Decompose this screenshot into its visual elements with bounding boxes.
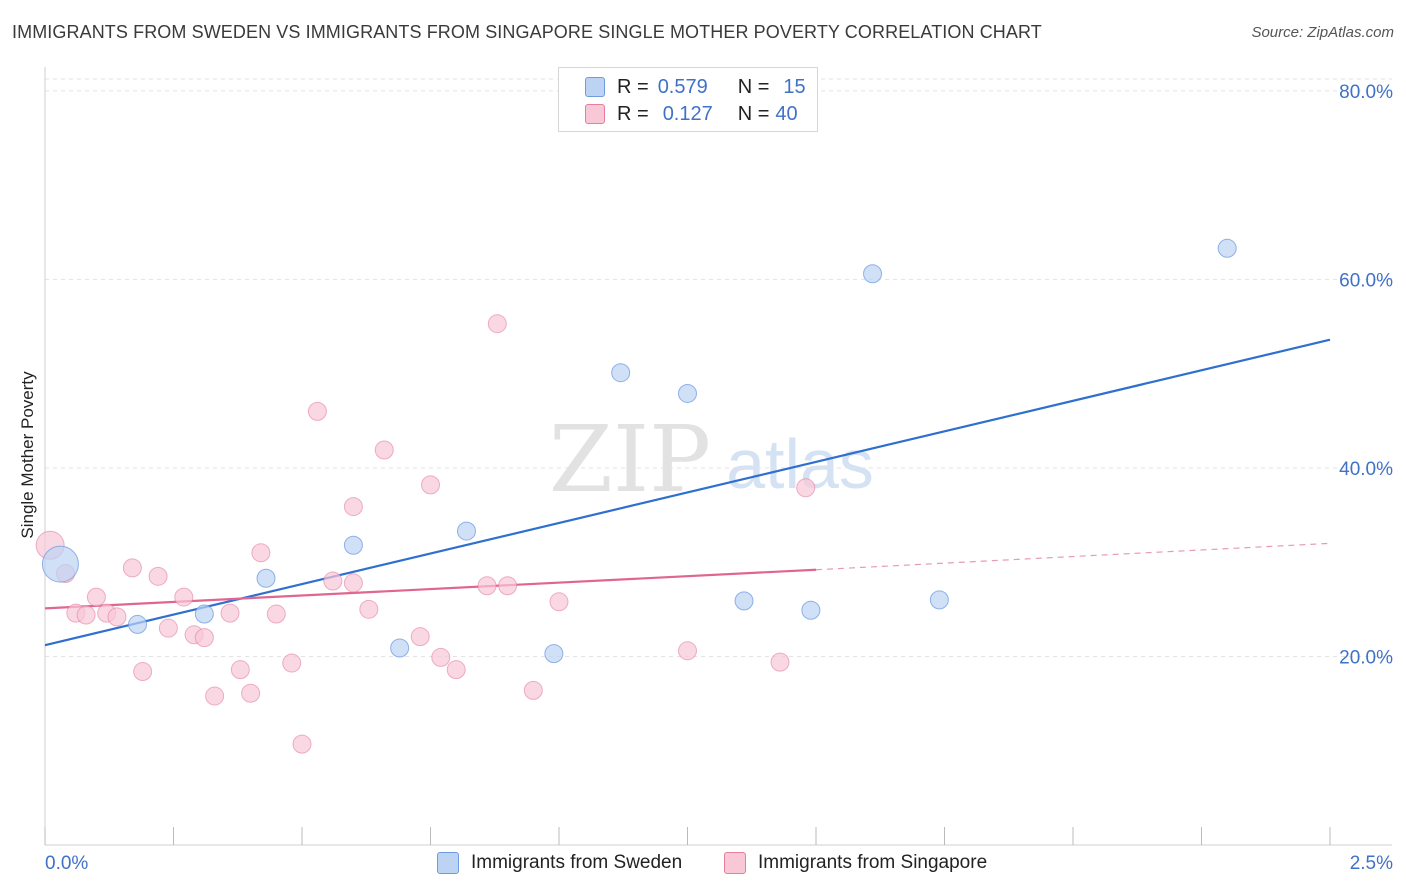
data-point-singapore: [477, 576, 497, 596]
data-point-singapore: [374, 440, 394, 460]
data-point-singapore: [523, 680, 543, 700]
legend-n-label: N =: [737, 102, 770, 125]
y-axis-label: Single Mother Poverty: [18, 371, 37, 539]
trend-lines: [44, 338, 1331, 647]
data-point-singapore: [549, 592, 569, 612]
legend-swatch-sweden: [585, 77, 605, 97]
trend-line-singapore: [44, 568, 817, 610]
source-label: Source: ZipAtlas.com: [1251, 24, 1394, 41]
data-point-sweden: [128, 614, 148, 634]
data-point-singapore: [158, 618, 178, 638]
y-tick-labels: 20.0% 40.0% 60.0% 80.0%: [1339, 82, 1393, 669]
grid-lines: [45, 78, 1392, 657]
data-point-singapore: [446, 660, 466, 680]
bottom-legend-singapore: Immigrants from Singapore: [724, 852, 987, 874]
trend-line-sweden: [44, 338, 1331, 647]
data-point-sweden: [611, 363, 631, 383]
legend-row-singapore: R = 0.127 N = 40: [585, 102, 798, 126]
data-point-sweden: [863, 264, 883, 284]
data-point-singapore: [307, 401, 327, 421]
data-point-sweden: [256, 568, 276, 588]
legend-n-value-singapore: 40: [775, 102, 798, 125]
bottom-legend-label-sweden: Immigrants from Sweden: [471, 852, 683, 873]
data-point-singapore: [431, 647, 451, 667]
data-point-singapore: [343, 573, 363, 593]
data-point-singapore: [76, 605, 96, 625]
data-point-sweden: [678, 383, 697, 403]
data-point-singapore: [498, 576, 518, 596]
x-tick-labels: 0.0% 2.5%: [45, 853, 1393, 874]
data-point-singapore: [359, 599, 379, 619]
data-point-sweden: [801, 600, 821, 620]
data-point-singapore: [148, 566, 168, 586]
x-tick-label: 0.0%: [45, 853, 88, 874]
watermark-zip: ZIP: [549, 406, 711, 513]
y-tick-label: 40.0%: [1339, 459, 1393, 480]
data-point-sweden: [544, 644, 564, 664]
legend-r-value-singapore: 0.127: [662, 102, 713, 125]
data-point-singapore: [770, 652, 790, 672]
data-point-singapore: [251, 543, 271, 563]
data-point-singapore: [241, 683, 261, 703]
data-point-singapore: [487, 314, 507, 334]
legend-r-value-sweden: 0.579: [657, 75, 708, 98]
y-tick-label: 60.0%: [1339, 270, 1393, 291]
bottom-legend-swatch-sweden: [437, 852, 459, 874]
data-point-singapore: [796, 478, 816, 498]
data-point-singapore: [292, 734, 312, 754]
y-tick-label: 80.0%: [1339, 82, 1393, 103]
correlation-legend: R = 0.579 N = 15 R = 0.127 N = 40: [558, 67, 818, 132]
data-point-singapore: [220, 603, 240, 623]
data-point-singapore: [421, 475, 440, 495]
data-point-singapore: [343, 497, 363, 517]
chart-title: IMMIGRANTS FROM SWEDEN VS IMMIGRANTS FRO…: [12, 22, 1042, 42]
x-tick-label: 2.5%: [1350, 853, 1393, 874]
bottom-legend-sweden: Immigrants from Sweden: [437, 852, 682, 874]
data-point-singapore: [266, 604, 286, 624]
y-tick-label: 20.0%: [1339, 647, 1393, 668]
axes: [44, 67, 1392, 846]
data-point-singapore: [194, 628, 214, 648]
data-point-singapore: [323, 571, 343, 591]
data-point-sweden: [194, 604, 214, 624]
data-point-sweden: [343, 535, 363, 555]
data-points: [35, 238, 1237, 754]
data-point-singapore: [678, 641, 697, 661]
bottom-legend-label-singapore: Immigrants from Singapore: [758, 852, 988, 873]
data-point-singapore: [205, 686, 225, 706]
data-point-singapore: [174, 587, 194, 607]
legend-r-label: R =: [617, 75, 649, 98]
trend-line-singapore-extension: [815, 542, 1331, 571]
legend-row-sweden: R = 0.579 N = 15: [585, 75, 806, 99]
data-point-sweden: [390, 638, 410, 658]
data-point-singapore: [410, 627, 430, 647]
data-point-singapore: [133, 662, 153, 682]
legend-swatch-singapore: [585, 104, 605, 124]
data-point-sweden: [41, 545, 79, 583]
data-point-singapore: [230, 660, 250, 680]
legend-n-label: N =: [737, 75, 770, 98]
data-point-singapore: [107, 607, 127, 627]
data-point-sweden: [929, 590, 949, 610]
legend-r-label: R =: [617, 102, 649, 125]
watermark: ZIP atlas: [549, 406, 874, 513]
data-point-sweden: [1217, 238, 1237, 258]
data-point-singapore: [86, 587, 106, 607]
data-point-singapore: [122, 558, 142, 578]
legend-n-value-sweden: 15: [783, 75, 806, 98]
data-point-sweden: [734, 591, 754, 611]
bottom-legend-swatch-singapore: [724, 852, 746, 874]
data-point-singapore: [282, 653, 302, 673]
data-point-sweden: [456, 521, 476, 541]
